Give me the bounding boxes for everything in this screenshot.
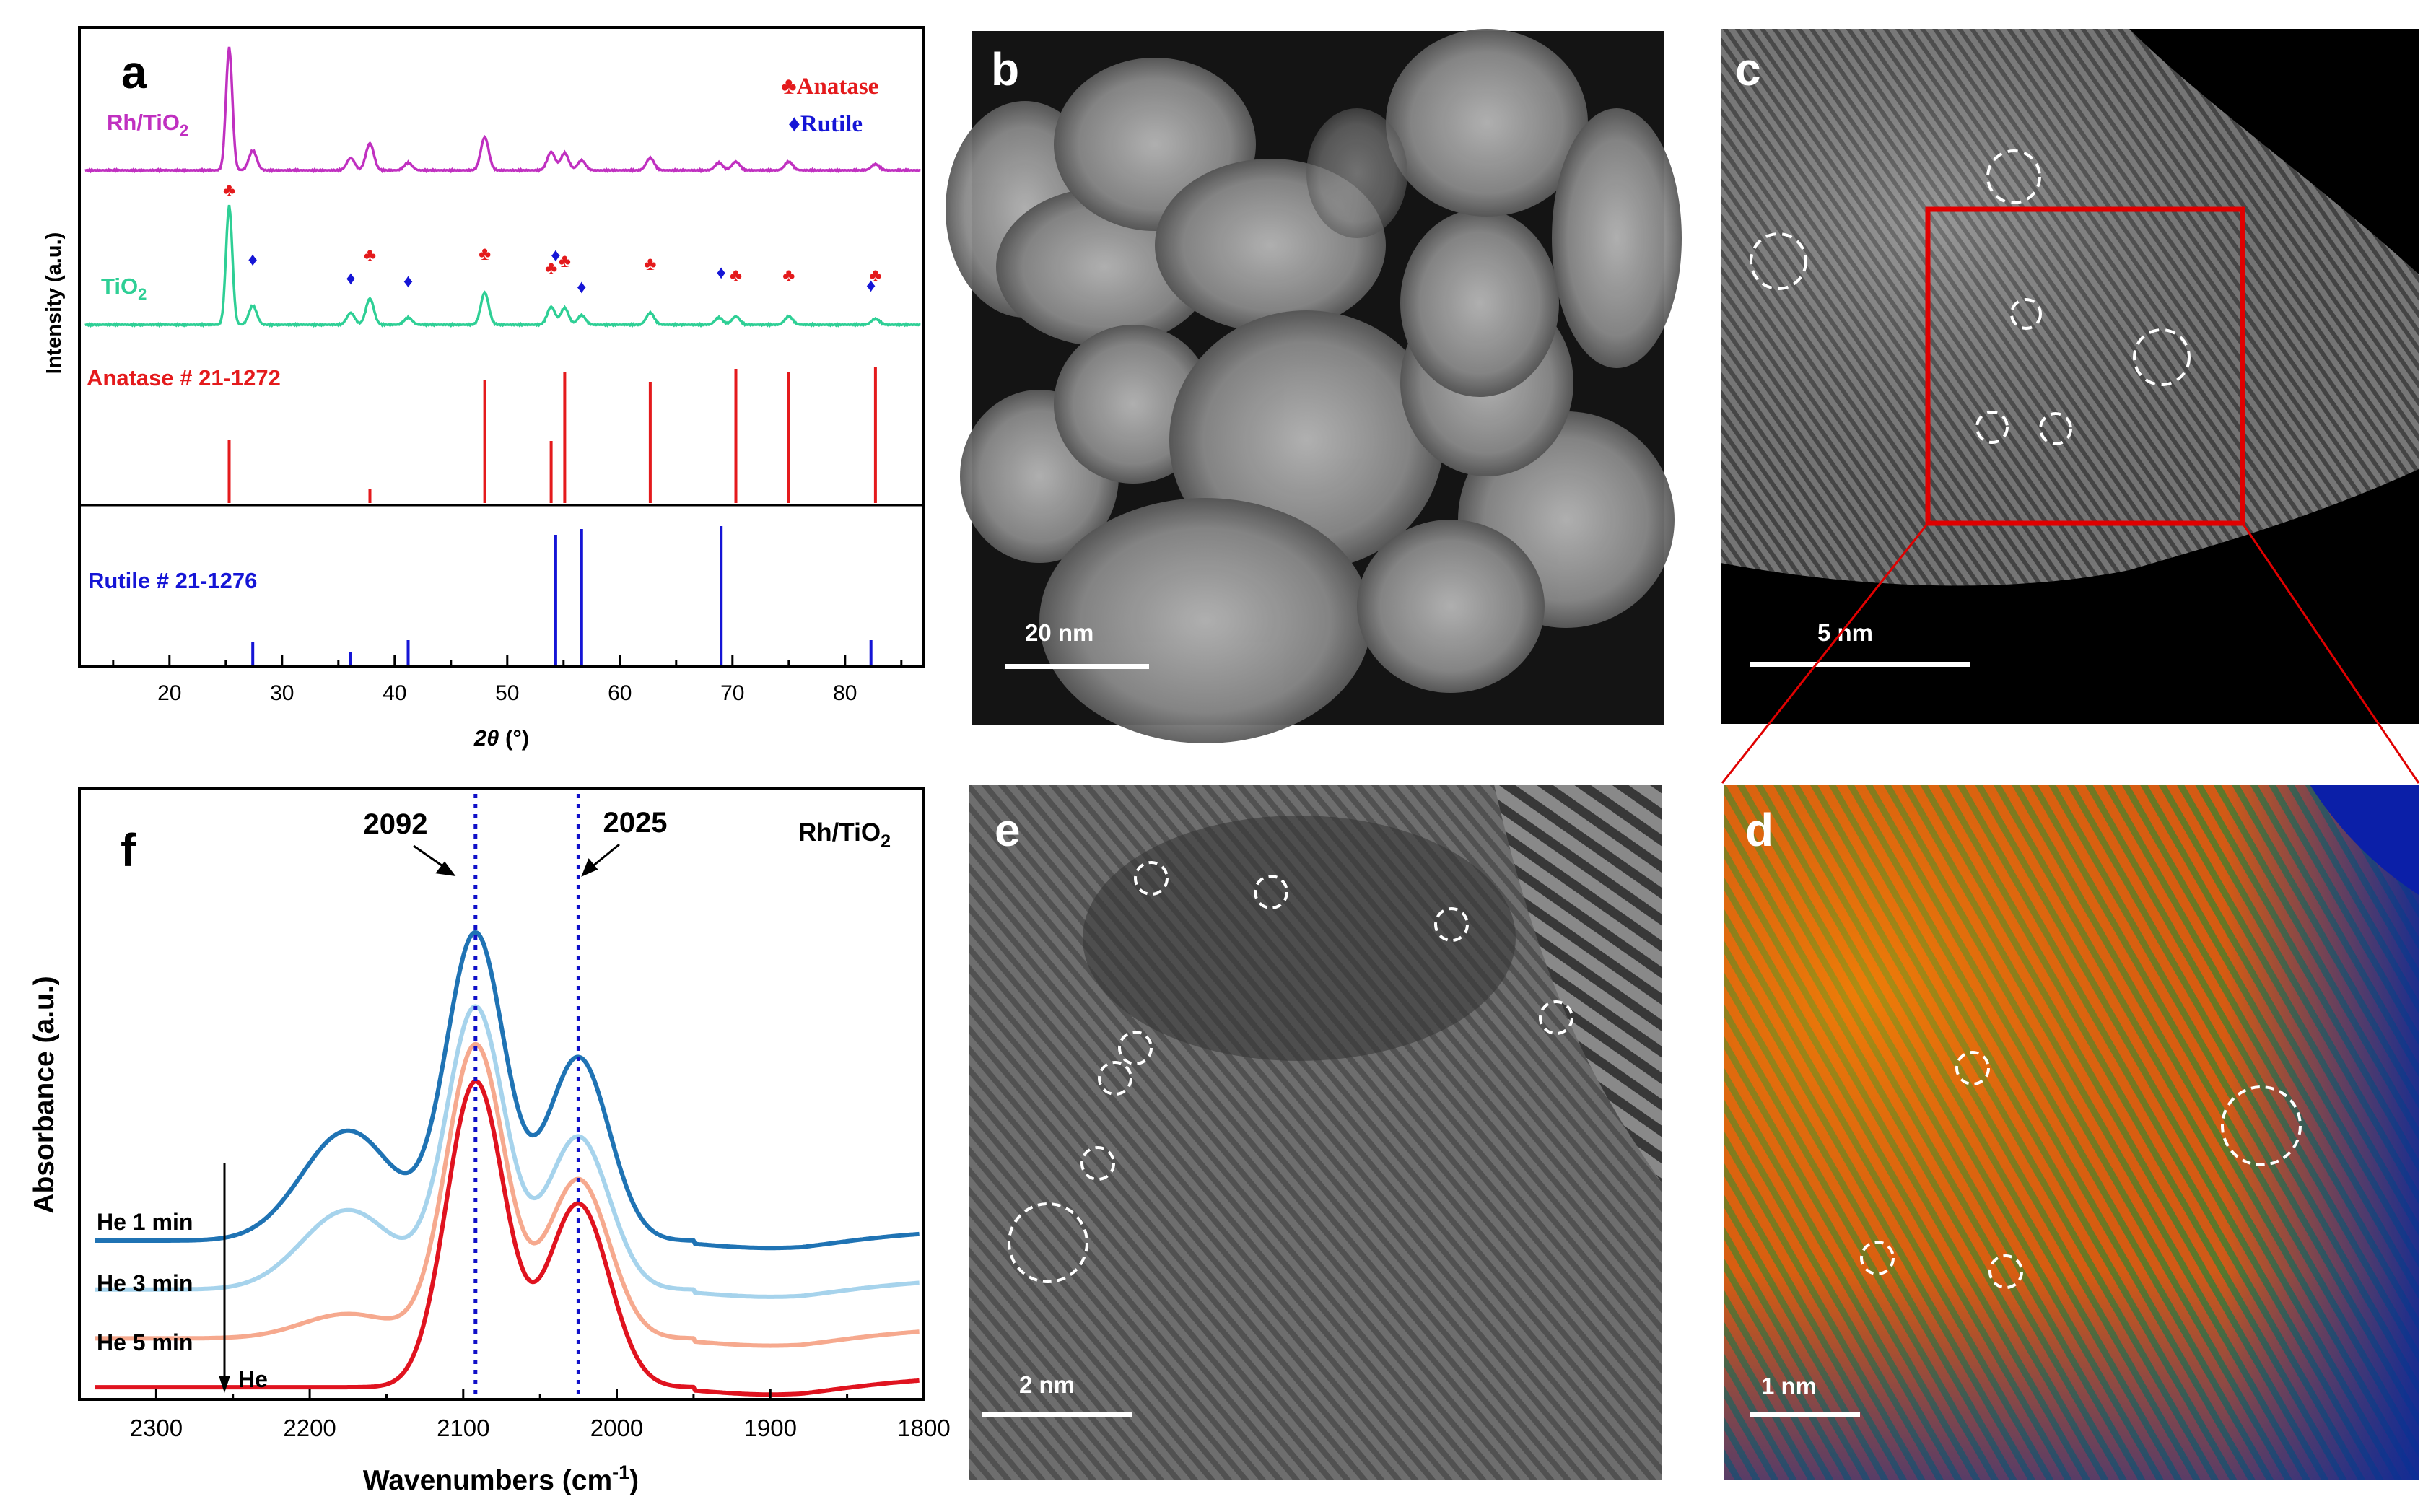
panel-d-label: d [1745,804,1773,856]
panel-e-label: e [995,804,1021,856]
panel-d-scalebar-label: 1 nm [1761,1373,1817,1399]
peak-label-2025: 2025 [603,807,668,839]
anatase-marker: ♣ [364,244,376,266]
panel-b-scalebar-label: 20 nm [1025,619,1093,646]
panel-e-edge-lattice [1494,785,1662,1184]
curve-label-he-1min: He 1 min [97,1209,193,1235]
ir-x-ticks: 2300 2200 2100 2000 1900 1800 [78,1389,951,1441]
panel-c-scalebar [1750,662,1970,667]
ir-tick-label: 2000 [590,1415,643,1441]
label-tio2: TiO2 [101,274,147,303]
xrd-trace-rh-tio2 [84,46,921,174]
legend-rutile: ♦Rutile [788,111,863,137]
label-rutile-reference: Rutile # 21-1276 [88,568,257,593]
ir-curves [94,930,920,1397]
ir-peak-guides [473,794,580,1397]
xrd-phase-markers: ♣♣ ♣♣ ♣ ♣♣ ♣ ♣♦♦ ♦♦♦♦♦ [223,179,881,297]
label-rh-tio2: Rh/TiO2 [107,110,188,139]
panel-e-hrtem-image: e 2 nm [969,785,1662,1480]
xrd-tick-label: 50 [495,681,519,705]
anatase-marker: ♣ [869,264,881,286]
peak-label-2092: 2092 [364,808,428,840]
panel-c-zoom-box [1925,206,2245,526]
panel-c-label: c [1735,43,1761,95]
anatase-marker: ♣ [479,242,491,264]
panel-c-single-atom-circles [1750,149,2191,445]
panel-e-single-atom-circles [1008,861,1573,1283]
panel-c-scalebar-label: 5 nm [1817,619,1873,646]
xrd-tick-label: 60 [608,681,632,705]
xrd-tick-label: 40 [383,681,406,705]
zoom-connector-left [1721,523,1929,784]
panel-f-sample-label: Rh/TiO2 [798,818,891,852]
rutile-marker: ♦ [346,267,355,289]
panel-f-frame [78,787,925,1401]
panel-a-label: a [121,46,147,98]
panel-b-particles [946,29,1682,743]
ir-tick-label: 2300 [130,1415,183,1441]
anatase-marker: ♣ [559,250,571,271]
anatase-marker: ♣ [782,264,795,286]
panel-d-false-color-image: d 1 nm [1724,785,2419,1480]
curve-label-he-5min: He 5 min [97,1329,193,1355]
anatase-marker: ♣ [730,264,742,286]
xrd-tick-label: 30 [270,681,294,705]
panel-f-xlabel: Wavenumbers (cm-1) [363,1461,639,1496]
legend-anatase: ♣Anatase [781,74,878,100]
panel-a-frame [78,26,925,668]
panel-a-xlabel: 2θ (°) [473,725,529,751]
xrd-reference-sticks [227,367,877,665]
curve-label-he-3min: He 3 min [97,1270,193,1296]
panel-f-ylabel: Absorbance (a.u.) [29,976,60,1213]
panel-e-scalebar [982,1412,1132,1417]
rutile-marker: ♦ [248,248,258,270]
panel-b-stem-image: b 20 nm [946,29,1682,743]
panel-d-scalebar [1750,1412,1860,1417]
rutile-marker: ♦ [403,270,413,292]
peak-arrows [413,843,620,877]
rutile-marker: ♦ [577,276,586,297]
xrd-tick-label: 20 [157,681,181,705]
panel-d-single-atom-circles [1860,1051,2302,1289]
panel-d-vacuum-region [2310,785,2419,895]
panel-b-label: b [991,43,1019,95]
label-anatase-reference: Anatase # 21-1272 [87,365,281,390]
anatase-marker: ♣ [644,253,656,274]
xrd-tick-label: 80 [833,681,857,705]
ir-curve-he-5-min [94,1079,920,1397]
xrd-trace-tio2 [84,204,921,328]
panel-f-drifts: 2300 2200 2100 2000 1900 1800 f Rh/TiO2 2092 … [29,787,951,1496]
ir-curve-he-1-min [94,1004,920,1299]
ir-curve-he-3-min [94,1041,920,1348]
panel-f-label: f [121,824,136,876]
zoom-connector-right [2241,523,2420,784]
anatase-marker: ♣ [223,179,235,201]
ir-tick-label: 2200 [283,1415,336,1441]
ir-tick-label: 1900 [744,1415,797,1441]
panel-b-scalebar [1005,664,1149,669]
panel-c-haadf-image: c 5 nm [1721,29,2419,724]
ir-tick-label: 2100 [437,1415,489,1441]
xrd-traces [84,46,921,328]
panel-e-scalebar-label: 2 nm [1019,1371,1075,1398]
xrd-x-ticks: 20 30 40 50 60 70 80 [112,655,903,705]
rutile-marker: ♦ [551,244,560,266]
ir-curve-initial [94,930,920,1251]
panel-a-xrd: a ♣♣ ♣♣ ♣ ♣♣ ♣ ♣♦♦ ♦♦♦♦♦ 20 30 40 50 60 70 80 ♣Anata… [43,26,925,751]
he-arrow-label: He [238,1366,268,1392]
rutile-marker: ♦ [717,261,726,283]
anatase-marker: ♣ [545,257,557,279]
ir-tick-label: 1800 [897,1415,950,1441]
he-arrow-head [219,1376,230,1393]
rutile-marker: ♦ [866,274,876,296]
xrd-tick-label: 70 [720,681,744,705]
panel-a-ylabel: Intensity (a.u.) [43,232,66,375]
